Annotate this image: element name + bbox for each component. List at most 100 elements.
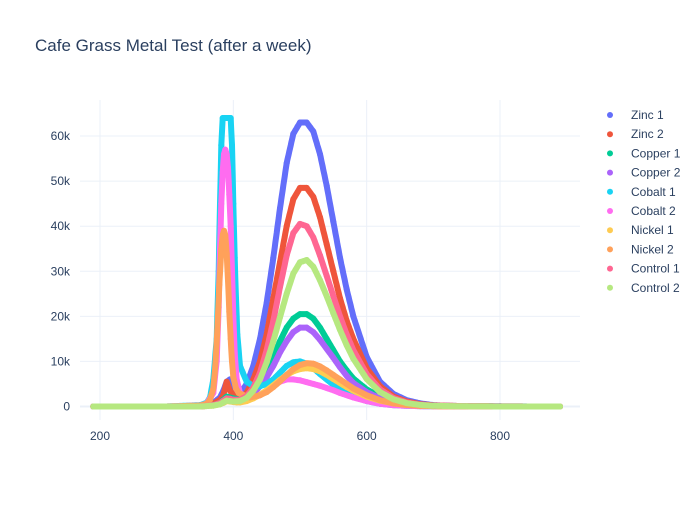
legend-item[interactable]: Zinc 1 [607,108,664,122]
data-point [303,223,310,230]
data-point [323,335,330,342]
y-tick-label: 40k [51,219,71,233]
legend-item[interactable]: Control 2 [607,281,680,295]
data-point [270,338,277,345]
data-point [290,196,297,203]
data-point [337,254,343,261]
data-point [277,338,283,345]
data-point [303,379,310,386]
data-point [323,345,330,352]
legend-label: Control 1 [631,262,680,276]
data-point [290,329,297,336]
legend-label: Cobalt 1 [631,185,676,199]
data-point [310,366,317,373]
data-point [303,257,310,263]
legend-marker [607,112,613,118]
data-point [90,403,97,410]
data-point [403,400,410,407]
data-point [497,403,503,410]
y-tick-label: 0 [63,399,70,413]
legend[interactable]: Zinc 1 Zinc 2 Copper 1 Copper 2 Cobalt 1 Coba… [607,108,681,295]
data-point [317,363,323,370]
data-point [377,397,383,404]
data-point [230,374,237,381]
data-point [290,359,297,366]
legend-item[interactable]: Cobalt 1 [607,185,676,199]
data-point [337,295,343,302]
data-point [430,402,437,409]
legend-item[interactable]: Copper 2 [607,166,681,180]
legend-marker [607,284,613,291]
data-point [207,396,213,403]
legend-item[interactable]: Copper 1 [607,146,681,160]
data-point [257,392,263,399]
data-point [343,372,350,379]
data-point [337,376,343,383]
data-point [277,284,283,290]
data-point [270,254,277,261]
data-point [297,220,303,227]
data-point [310,128,317,135]
legend-marker [607,227,613,234]
data-point [363,376,370,382]
data-point [221,227,227,234]
data-point [230,398,237,405]
data-point [330,293,337,300]
data-point [310,315,317,322]
data-point [317,151,323,158]
data-point [310,329,317,336]
data-point [297,259,303,266]
series-control-2 [90,257,563,410]
legend-marker [607,169,613,176]
data-point [297,119,303,126]
legend-marker [607,208,613,214]
legend-item[interactable]: Zinc 2 [607,127,664,141]
data-point [303,184,310,191]
data-point [283,223,290,230]
data-point [197,403,203,410]
axes: 200 400 600 800 0 10k 20k 30k 40k 50k 60k [51,129,511,443]
data-point [277,349,283,356]
data-point [557,403,563,410]
data-point [283,160,290,167]
data-point [297,324,303,331]
legend-item[interactable]: Nickel 2 [607,242,674,256]
data-point [297,184,303,191]
data-point [337,326,343,333]
data-point [297,362,303,368]
data-point [330,354,337,361]
data-point [216,281,223,288]
data-point [330,218,337,225]
legend-marker [607,150,613,157]
legend-item[interactable]: Nickel 1 [607,223,674,237]
data-point [263,359,270,366]
y-tick-label: 50k [51,174,71,188]
data-point [283,338,290,345]
data-point [290,130,297,137]
data-point [214,326,221,333]
legend-item[interactable]: Cobalt 2 [607,204,676,218]
data-point [310,234,317,241]
legend-marker [607,246,613,253]
data-point [226,191,233,198]
data-point [463,403,470,410]
data-point [227,223,234,230]
data-point [163,403,170,410]
data-point [303,360,310,367]
data-point [283,362,290,369]
data-point [310,360,317,367]
data-point [290,270,297,277]
data-point [290,315,297,322]
data-point [317,214,323,221]
data-point [330,371,337,378]
legend-label: Copper 1 [631,146,681,160]
data-point [283,324,290,331]
data-point [350,313,357,320]
data-point [337,390,343,396]
legend-item[interactable]: Control 1 [607,262,680,276]
data-point [343,380,350,387]
data-point [330,310,337,317]
data-point [323,293,330,300]
data-point [283,252,290,259]
